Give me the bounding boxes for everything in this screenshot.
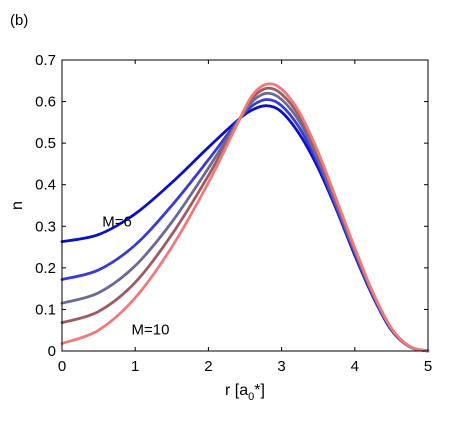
y-tick-label: 0.7 <box>35 52 56 69</box>
x-tick-label: 3 <box>277 358 285 375</box>
annotation-label-1: M=6 <box>102 213 132 230</box>
y-tick-label: 0.2 <box>35 260 56 277</box>
y-tick-label: 0 <box>48 343 56 360</box>
x-tick-label: 2 <box>204 358 212 375</box>
y-tick-label: 0.3 <box>35 218 56 235</box>
series-layer <box>60 82 430 353</box>
x-tick-label: 1 <box>131 358 139 375</box>
y-tick-label: 0.4 <box>35 177 56 194</box>
annotation-label-2: M=10 <box>132 321 170 338</box>
panel-label: (b) <box>10 12 29 29</box>
plot-frame <box>61 59 429 352</box>
series-line-5 <box>60 82 430 353</box>
y-tick-label: 0.5 <box>35 135 56 152</box>
x-axis-label: r [a0*] <box>225 382 265 403</box>
x-tick-label: 0 <box>58 358 66 375</box>
y-tick-label: 0.1 <box>35 301 56 318</box>
text-layer: 0 1 2 3 4 5 0 0.1 0.2 0.3 0.4 0.5 0.6 0.7 r [a0*] n M=6 M… <box>9 52 432 403</box>
y-axis-label: n <box>9 201 26 210</box>
x-tick-label: 4 <box>351 358 359 375</box>
axes-layer <box>61 59 429 352</box>
x-tick-label: 5 <box>424 358 432 375</box>
y-tick-label: 0.6 <box>35 94 56 111</box>
